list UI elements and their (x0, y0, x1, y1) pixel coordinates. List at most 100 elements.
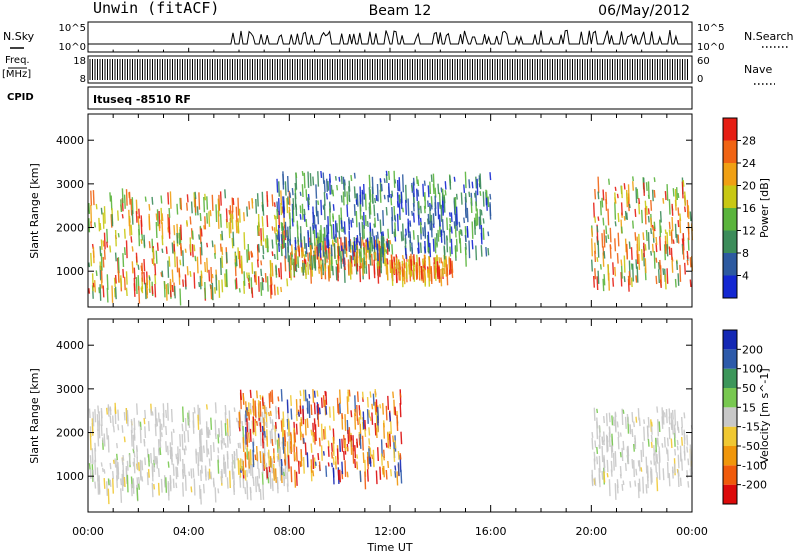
data-cell (199, 429, 202, 448)
data-cell (342, 176, 345, 190)
data-cell (161, 248, 164, 253)
data-cell (155, 213, 158, 221)
data-cell (100, 207, 103, 215)
data-cell (368, 247, 371, 258)
data-cell (100, 279, 103, 289)
data-cell (475, 201, 478, 212)
data-cell (271, 438, 274, 446)
data-cell (417, 179, 420, 187)
data-cell (268, 393, 271, 409)
data-cell (138, 420, 140, 427)
data-cell (136, 446, 138, 459)
colorbar-segment (723, 349, 737, 369)
data-cell (317, 403, 320, 415)
data-cell (470, 197, 473, 214)
data-cell (682, 245, 685, 260)
data-cell (635, 468, 638, 476)
data-cell (328, 425, 331, 431)
data-cell (204, 468, 207, 481)
data-cell (679, 445, 682, 462)
data-cell (385, 405, 388, 421)
data-cell (96, 414, 99, 432)
data-cell (319, 242, 322, 258)
data-cell (224, 461, 227, 478)
data-cell (670, 412, 673, 429)
data-cell (366, 221, 369, 227)
data-cell (361, 215, 364, 221)
data-cell (304, 264, 307, 280)
data-cell (225, 251, 228, 263)
data-cell (155, 250, 158, 264)
data-cell (422, 183, 425, 197)
colorbar-segment (723, 407, 737, 427)
data-cell (650, 199, 653, 211)
data-cell (289, 252, 292, 260)
data-cell (423, 205, 426, 214)
data-cell (383, 465, 385, 478)
colorbar-segment (723, 185, 737, 208)
data-cell (641, 209, 643, 224)
data-cell (391, 206, 394, 222)
data-cell (237, 197, 240, 216)
data-cell (371, 228, 374, 237)
data-cell (635, 416, 638, 423)
data-cell (239, 475, 242, 488)
data-cell (165, 409, 168, 419)
data-cell (112, 471, 114, 480)
data-cell (172, 463, 175, 476)
data-cell (117, 424, 120, 431)
data-cell (336, 184, 339, 191)
data-cell (320, 445, 323, 461)
data-cell (228, 222, 231, 239)
colorbar-frame (722, 329, 738, 505)
data-cell (248, 282, 251, 289)
data-cell (666, 461, 669, 479)
data-cell (295, 414, 298, 422)
data-cell (269, 285, 272, 299)
data-cell (653, 221, 656, 230)
data-cell (464, 193, 467, 203)
data-cell (269, 260, 272, 278)
data-cell (642, 476, 645, 494)
data-cell (157, 439, 160, 456)
data-cell (376, 243, 379, 262)
data-cell (629, 424, 632, 435)
data-cell (263, 417, 265, 433)
data-cell (295, 423, 298, 435)
data-cell (658, 421, 661, 433)
data-cell (355, 237, 358, 246)
data-cell (632, 263, 634, 282)
data-cell (170, 431, 173, 446)
data-cell (617, 431, 620, 438)
data-cell (635, 259, 638, 269)
data-cell (480, 232, 483, 245)
data-cell (666, 184, 669, 201)
data-cell (612, 452, 615, 471)
data-cell (276, 480, 279, 490)
data-cell (218, 194, 221, 211)
data-cell (156, 457, 159, 469)
y-tick-label: 3000 (56, 178, 84, 191)
data-cell (206, 257, 209, 273)
data-cell (671, 409, 674, 420)
data-cell (294, 469, 297, 488)
nsky-bottom-label: 10^0 (59, 42, 86, 53)
data-cell (668, 473, 671, 487)
data-cell (246, 418, 249, 433)
data-cell (380, 235, 383, 254)
data-cell (368, 427, 371, 436)
data-cell (109, 192, 112, 202)
data-cell (422, 259, 425, 265)
data-cell (338, 176, 341, 182)
data-cell (235, 220, 238, 234)
data-cell (193, 244, 196, 252)
data-cell (611, 433, 614, 446)
data-cell (235, 448, 238, 461)
data-cell (295, 265, 298, 273)
data-cell (275, 405, 278, 420)
data-cell (371, 403, 374, 410)
data-cell (392, 391, 395, 399)
data-cell (271, 194, 274, 207)
data-cell (92, 247, 95, 264)
data-cell (480, 245, 483, 257)
